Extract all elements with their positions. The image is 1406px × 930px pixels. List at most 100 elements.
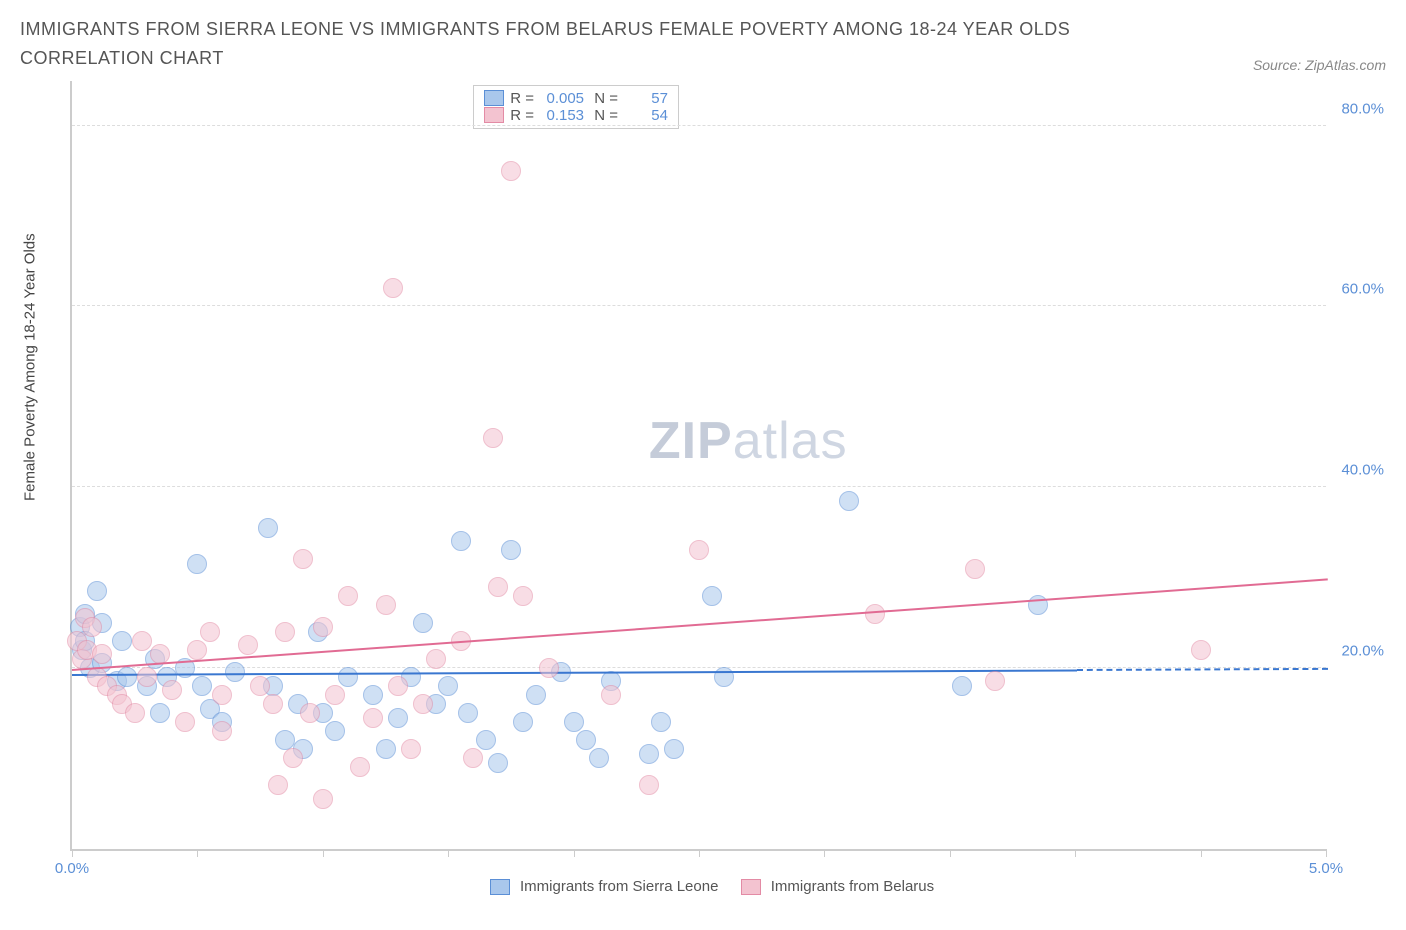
scatter-point [283, 748, 303, 768]
stat-r-label: R = [510, 107, 534, 124]
stat-r-value-belarus: 0.153 [540, 107, 584, 124]
scatter-point [501, 540, 521, 560]
x-tick [1201, 849, 1202, 857]
stat-n-label: N = [590, 107, 618, 124]
y-tick-label: 60.0% [1341, 281, 1384, 298]
scatter-point [1191, 640, 1211, 660]
chart-header: IMMIGRANTS FROM SIERRA LEONE VS IMMIGRAN… [20, 15, 1386, 73]
x-tick-label: 0.0% [55, 860, 89, 877]
scatter-point [82, 617, 102, 637]
scatter-point [639, 775, 659, 795]
stat-n-value-sierra-leone: 57 [624, 90, 668, 107]
stat-r-label: R = [510, 90, 534, 107]
x-tick [448, 849, 449, 857]
scatter-point [187, 554, 207, 574]
scatter-point [689, 540, 709, 560]
stat-n-label: N = [590, 90, 618, 107]
scatter-point [458, 703, 478, 723]
scatter-point [125, 703, 145, 723]
scatter-point [200, 622, 220, 642]
swatch-sierra-leone [484, 90, 504, 106]
scatter-point [92, 644, 112, 664]
scatter-point [132, 631, 152, 651]
scatter-point [965, 559, 985, 579]
swatch-belarus [484, 107, 504, 123]
scatter-point [985, 671, 1005, 691]
stat-r-value-sierra-leone: 0.005 [540, 90, 584, 107]
gridline [72, 305, 1326, 306]
scatter-point [513, 712, 533, 732]
scatter-point [438, 676, 458, 696]
scatter-point [137, 667, 157, 687]
scatter-point [1028, 595, 1048, 615]
scatter-point [175, 712, 195, 732]
x-tick [72, 849, 73, 857]
scatter-point [300, 703, 320, 723]
scatter-point [212, 685, 232, 705]
scatter-point [250, 676, 270, 696]
scatter-point [293, 549, 313, 569]
scatter-point [601, 685, 621, 705]
scatter-point [952, 676, 972, 696]
scatter-point [501, 161, 521, 181]
y-tick-label: 80.0% [1341, 100, 1384, 117]
scatter-point [576, 730, 596, 750]
scatter-point [383, 278, 403, 298]
scatter-point [313, 617, 333, 637]
gridline [72, 125, 1326, 126]
scatter-point [162, 680, 182, 700]
x-tick [950, 849, 951, 857]
scatter-point [463, 748, 483, 768]
trend-line [72, 579, 1328, 672]
scatter-point [426, 649, 446, 669]
plot-area: ZIPatlas R = 0.005 N = 57 R = 0.153 N = … [70, 81, 1326, 851]
scatter-point [413, 613, 433, 633]
scatter-point [275, 622, 295, 642]
scatter-point [589, 748, 609, 768]
x-tick [699, 849, 700, 857]
watermark-light: atlas [733, 412, 848, 470]
scatter-point [451, 531, 471, 551]
bottom-legend: Immigrants from Sierra Leone Immigrants … [20, 878, 1386, 895]
scatter-point [117, 667, 137, 687]
gridline [72, 486, 1326, 487]
x-tick-label: 5.0% [1309, 860, 1343, 877]
scatter-point [238, 635, 258, 655]
scatter-point [313, 789, 333, 809]
x-tick [1075, 849, 1076, 857]
scatter-point [664, 739, 684, 759]
chart-container: Female Poverty Among 18-24 Year Olds ZIP… [20, 81, 1386, 901]
scatter-point [150, 703, 170, 723]
scatter-point [714, 667, 734, 687]
stat-n-value-belarus: 54 [624, 107, 668, 124]
legend-label-belarus: Immigrants from Belarus [771, 878, 934, 895]
scatter-point [212, 721, 232, 741]
x-tick [197, 849, 198, 857]
scatter-point [639, 744, 659, 764]
y-tick-label: 20.0% [1341, 642, 1384, 659]
scatter-point [338, 586, 358, 606]
scatter-point [263, 694, 283, 714]
scatter-point [702, 586, 722, 606]
stats-row-sierra-leone: R = 0.005 N = 57 [484, 90, 668, 107]
scatter-point [112, 631, 132, 651]
scatter-point [87, 581, 107, 601]
scatter-point [839, 491, 859, 511]
x-tick [824, 849, 825, 857]
scatter-point [388, 708, 408, 728]
watermark-bold: ZIP [649, 412, 733, 470]
x-tick [323, 849, 324, 857]
scatter-point [363, 685, 383, 705]
scatter-point [363, 708, 383, 728]
scatter-point [268, 775, 288, 795]
scatter-point [325, 721, 345, 741]
scatter-point [564, 712, 584, 732]
y-tick-label: 40.0% [1341, 462, 1384, 479]
y-axis-label: Female Poverty Among 18-24 Year Olds [22, 481, 39, 501]
watermark: ZIPatlas [649, 411, 848, 471]
chart-title: IMMIGRANTS FROM SIERRA LEONE VS IMMIGRAN… [20, 15, 1170, 73]
scatter-point [488, 753, 508, 773]
scatter-point [350, 757, 370, 777]
stats-row-belarus: R = 0.153 N = 54 [484, 107, 668, 124]
scatter-point [483, 428, 503, 448]
